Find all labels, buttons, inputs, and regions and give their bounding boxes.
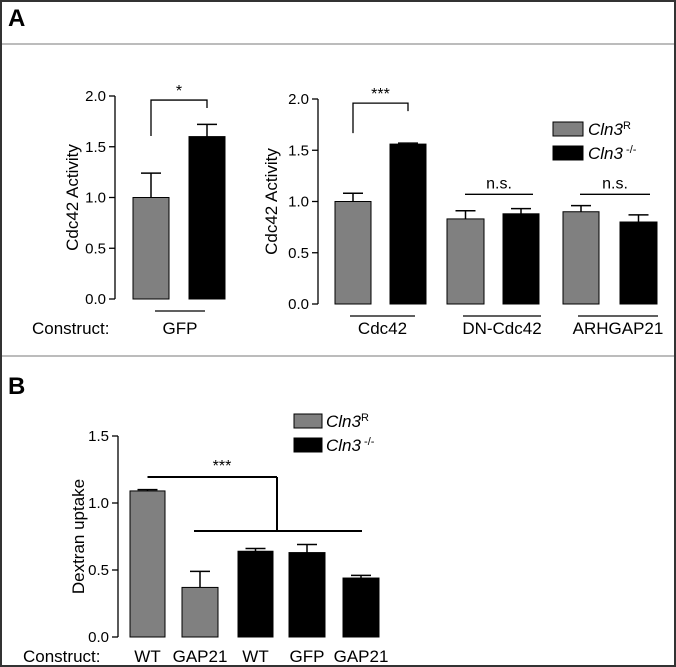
legend-a-swatch-cln3ko <box>552 145 584 161</box>
panel-b-construct-label: Construct: <box>23 647 100 666</box>
b-bar-gfp-3 <box>288 552 326 638</box>
a_right-y-tick-label: 1.0 <box>288 194 309 211</box>
b-y-tick-label: 1.0 <box>88 495 109 512</box>
legend-a-label-cln3ko: Cln3 -/- <box>588 144 637 163</box>
a_left-bar-cln3-gfp <box>188 136 226 300</box>
b-category-label: GFP <box>290 647 325 666</box>
a_left-sig-bracket <box>150 99 208 137</box>
legend-b: Cln3R Cln3 -/- <box>293 412 375 455</box>
b-bar-wt-2 <box>237 550 274 638</box>
legend-a: Cln3R Cln3 -/- <box>552 120 637 163</box>
a_right-group-label: Cdc42 <box>358 319 407 338</box>
b-y-tick-label: 0.0 <box>88 629 109 646</box>
legend-a-gene-2: Cln3 <box>588 144 624 163</box>
b-bar-gap21-4 <box>342 577 380 638</box>
b-category-label: GAP21 <box>334 647 389 666</box>
legend-b-gene-2: Cln3 <box>326 436 362 455</box>
a_right-bar-cln3-cdc42 <box>389 143 427 305</box>
a_left-y-tick-label: 1.0 <box>85 190 106 207</box>
a_left-y-tick-label: 0.5 <box>85 240 106 257</box>
b-sig-label: *** <box>213 458 232 475</box>
legend-b-sup-2: -/- <box>361 436 375 448</box>
a_left-group-label: GFP <box>163 319 198 338</box>
a_right-ns-label: n.s. <box>486 175 512 192</box>
a_right-sig-bracket <box>352 102 409 134</box>
panel-a-construct-label: Construct: <box>32 319 109 338</box>
b-bar-gap21-1 <box>181 586 219 638</box>
b-y-label: Dextran uptake <box>69 479 88 594</box>
legend-a-sup-2: -/- <box>623 144 637 156</box>
a_left-y-label: Cdc42 Activity <box>63 144 82 251</box>
b-y-tick-label: 0.5 <box>88 562 109 579</box>
a_right-bar-cln3-arhgap21 <box>619 221 658 305</box>
legend-a-gene-1: Cln3 <box>588 120 624 139</box>
legend-b-label-cln3r: Cln3R <box>326 412 369 431</box>
a_right-y-tick-label: 0.5 <box>288 245 309 262</box>
a_left-bar-cln3r-gfp <box>132 197 170 300</box>
legend-b-label-cln3ko: Cln3 -/- <box>326 436 375 455</box>
a_right-y-tick-label: 2.0 <box>288 91 309 108</box>
legend-a-swatch-cln3r <box>552 121 584 137</box>
a_right-ns-label: n.s. <box>602 175 628 192</box>
legend-b-gene-1: Cln3 <box>326 412 362 431</box>
a_right-bar-cln3r-arhgap21 <box>562 211 600 305</box>
a_right-bar-cln3r-dn-cdc42 <box>446 218 485 305</box>
a_right-y-label: Cdc42 Activity <box>262 148 281 255</box>
b-bar-wt-0 <box>129 490 166 638</box>
a_left-y-tick-label: 1.5 <box>85 139 106 156</box>
legend-b-swatch-cln3ko <box>293 437 323 453</box>
b-category-label: GAP21 <box>173 647 228 666</box>
panel-b-letter: B <box>8 373 25 400</box>
b-category-label: WT <box>242 647 268 666</box>
a_left-sig-label: * <box>176 83 182 100</box>
a_right-y-tick-label: 0.0 <box>288 296 309 313</box>
charts: 0.0 0.5 1.0 1.5 2.0 Cdc42 Activity GFP * 0.0 0.5 1… <box>63 83 663 666</box>
b-y-tick-label: 1.5 <box>88 428 109 445</box>
a_right-sig-label: *** <box>371 86 390 103</box>
panel-a-letter: A <box>8 5 25 32</box>
a_right-group-label: ARHGAP21 <box>573 319 664 338</box>
a_right-bar-cln3r-cdc42 <box>334 201 372 305</box>
legend-b-sup-1: R <box>361 412 369 424</box>
a_left-y-tick-label: 2.0 <box>85 88 106 105</box>
legend-b-swatch-cln3r <box>293 413 323 429</box>
a_left-y-tick-label: 0.0 <box>85 291 106 308</box>
b-category-label: WT <box>134 647 160 666</box>
legend-a-sup-1: R <box>623 120 631 132</box>
a_right-group-label: DN-Cdc42 <box>462 319 541 338</box>
legend-a-label-cln3r: Cln3R <box>588 120 631 139</box>
a_right-bar-cln3-dn-cdc42 <box>502 213 540 305</box>
a_right-y-tick-label: 1.5 <box>288 142 309 159</box>
